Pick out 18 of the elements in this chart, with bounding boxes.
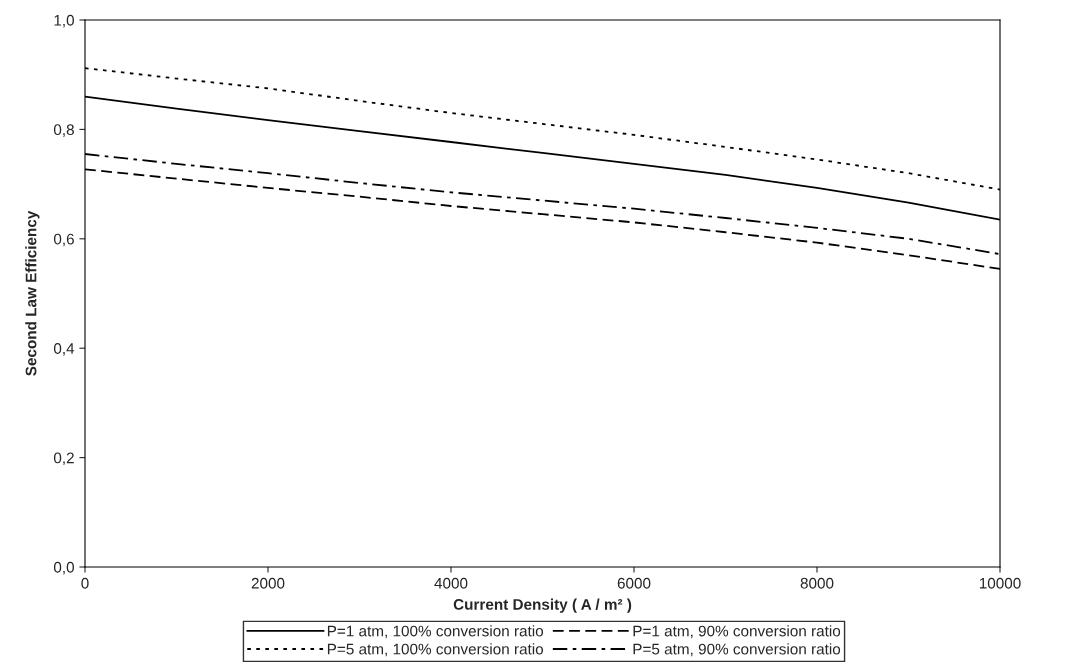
- y-axis-title: Second Law Efficiency: [25, 210, 40, 376]
- x-axis-title: Current Density ( A / m² ): [453, 598, 632, 613]
- x-tick-label: 6000: [617, 577, 651, 589]
- y-tick-label: 1,0: [54, 14, 74, 28]
- legend-label: P=1 atm, 100% conversion ratio: [327, 625, 544, 639]
- y-tick-label: 0,6: [53, 233, 74, 247]
- x-tick-label: 8000: [800, 577, 834, 589]
- x-tick-label: 10000: [979, 577, 1021, 589]
- legend-label: P=5 atm, 100% conversion ratio: [327, 643, 544, 657]
- y-tick-label: 0,4: [53, 343, 75, 356]
- x-tick-label: 2000: [251, 577, 285, 589]
- y-tick-label: 0,8: [53, 124, 74, 137]
- y-tick-label: 0,2: [53, 452, 74, 466]
- legend-label: P=5 atm, 90% conversion ratio: [633, 643, 841, 657]
- legend-label: P=1 atm, 90% conversion ratio: [633, 625, 841, 639]
- x-tick-label: 0: [81, 577, 89, 589]
- y-tick-label: 0,0: [53, 561, 74, 575]
- x-tick-label: 4000: [434, 577, 468, 589]
